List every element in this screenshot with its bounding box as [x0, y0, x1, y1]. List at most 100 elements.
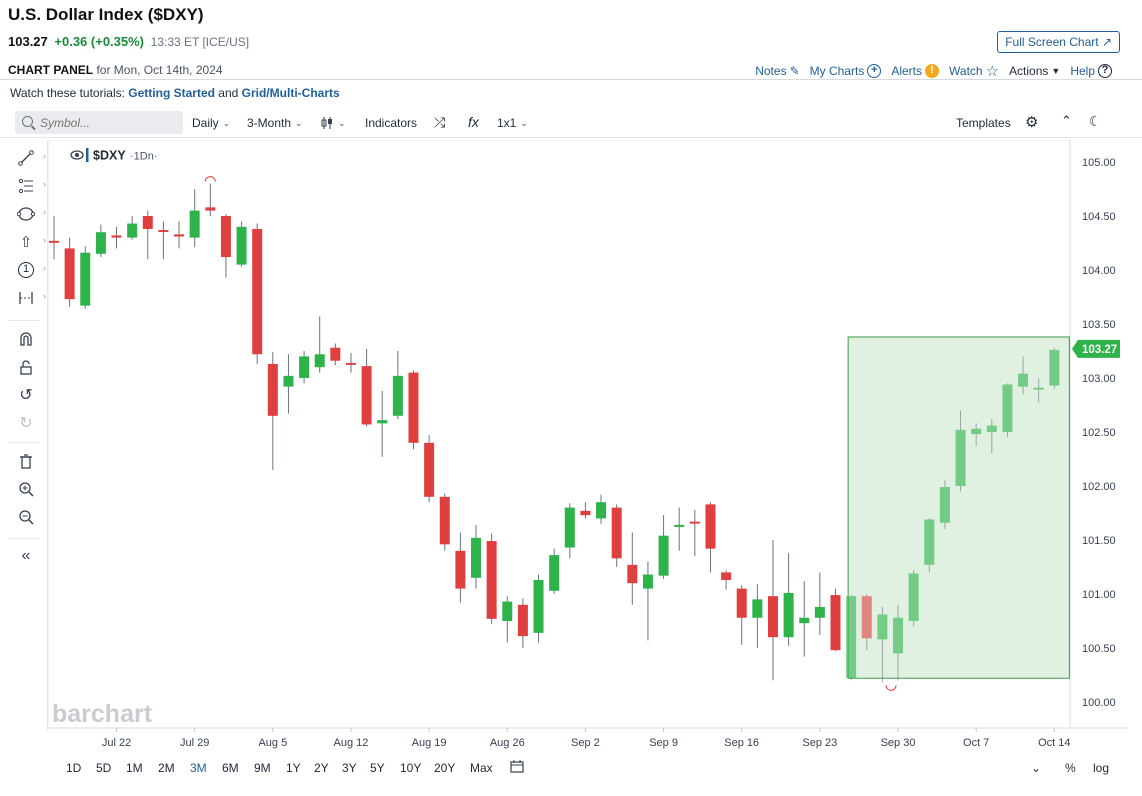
candle[interactable] [814, 572, 825, 636]
measure-tool-icon[interactable]: › [19, 291, 46, 304]
candle[interactable] [642, 561, 653, 641]
series-legend[interactable]: $DXY ·1Dn· [70, 148, 158, 163]
unlock-icon[interactable] [14, 356, 38, 378]
candle[interactable] [267, 352, 278, 470]
candle[interactable] [471, 524, 482, 589]
range-button-3y[interactable]: 3Y [342, 761, 357, 775]
range-button-max[interactable]: Max [470, 761, 493, 775]
candle[interactable] [877, 606, 888, 683]
candle[interactable] [971, 423, 982, 447]
fx-button[interactable]: fx [468, 114, 479, 130]
candle[interactable] [49, 216, 59, 260]
candle[interactable] [439, 493, 450, 551]
indicators-button[interactable]: Indicators [365, 116, 417, 130]
candle[interactable] [486, 533, 497, 625]
collapse-up-icon[interactable]: ⌃ [1061, 113, 1072, 128]
candle[interactable] [908, 570, 919, 627]
candle[interactable] [174, 221, 185, 249]
candle[interactable] [95, 224, 106, 258]
candle[interactable] [783, 552, 794, 646]
candle[interactable] [189, 189, 200, 248]
candle[interactable] [846, 595, 857, 681]
candle[interactable] [533, 574, 544, 643]
shapes-tool-icon[interactable]: › [14, 203, 46, 225]
candle[interactable] [64, 237, 75, 307]
trendline-tool-icon[interactable]: › [14, 147, 46, 169]
my-charts-link[interactable]: My Charts + [810, 64, 882, 78]
candle[interactable] [158, 221, 169, 260]
candle[interactable] [767, 540, 778, 681]
candle[interactable] [721, 570, 732, 590]
settings-gear-icon[interactable]: ⚙ [1025, 114, 1039, 131]
collapse-sidebar-icon[interactable]: « [21, 547, 31, 564]
fibonacci-tool-icon[interactable]: › [14, 175, 46, 197]
range-button-1y[interactable]: 1Y [286, 761, 301, 775]
candle[interactable] [689, 509, 700, 557]
range-button-2y[interactable]: 2Y [314, 761, 329, 775]
notes-link[interactable]: Notes ✎ [755, 64, 799, 78]
candle[interactable] [564, 503, 575, 559]
candle[interactable] [377, 390, 388, 457]
range-button-5y[interactable]: 5Y [370, 761, 385, 775]
range-button-6m[interactable]: 6M [222, 761, 239, 775]
candle[interactable] [1049, 347, 1060, 389]
candle[interactable] [658, 515, 669, 579]
candle[interactable] [314, 316, 325, 373]
log-scale-button[interactable]: log [1093, 761, 1110, 775]
candle[interactable] [861, 594, 872, 651]
numbered-marker-tool-icon[interactable]: 1 › [14, 259, 46, 281]
actions-menu[interactable]: Actions ▼ [1009, 64, 1060, 78]
candle[interactable] [299, 351, 310, 384]
candle[interactable] [611, 504, 622, 567]
candle[interactable] [549, 548, 560, 594]
eye-icon[interactable] [70, 150, 84, 160]
candle[interactable] [330, 343, 341, 366]
redo-icon[interactable]: ↻ [19, 415, 33, 432]
alerts-link[interactable]: Alerts! [891, 64, 940, 78]
range-button-1m[interactable]: 1M [126, 761, 143, 775]
undo-icon[interactable]: ↺ [19, 387, 33, 404]
arrow-up-tool-icon[interactable]: ⇧ › [19, 234, 46, 251]
getting-started-link[interactable]: Getting Started [128, 86, 215, 100]
candle[interactable] [345, 353, 356, 373]
candle[interactable] [502, 596, 513, 643]
zoom-in-icon[interactable] [14, 478, 38, 500]
range-button-20y[interactable]: 20Y [434, 761, 456, 775]
symbol-search-input[interactable] [15, 111, 183, 134]
candle[interactable] [80, 246, 91, 309]
range-button-9m[interactable]: 9M [254, 761, 271, 775]
candle[interactable] [424, 435, 435, 503]
candle[interactable] [736, 585, 747, 645]
calendar-icon[interactable] [510, 759, 524, 776]
candle[interactable] [1018, 356, 1029, 395]
candle[interactable] [236, 221, 247, 267]
zoom-out-icon[interactable] [14, 506, 38, 528]
period-dropdown[interactable]: Daily ⌄ [192, 116, 230, 130]
double-chevron-down-icon[interactable]: ⌄ [1031, 761, 1042, 775]
candle[interactable] [142, 210, 153, 260]
full-screen-chart-button[interactable]: Full Screen Chart ↗ [997, 31, 1120, 53]
range-button-1d[interactable]: 1D [66, 761, 82, 775]
range-button-2m[interactable]: 2M [158, 761, 175, 775]
range-dropdown[interactable]: 3-Month ⌄ [247, 116, 303, 130]
range-button-3m[interactable]: 3M [190, 761, 207, 775]
candle[interactable] [580, 502, 591, 519]
templates-button[interactable]: Templates [956, 116, 1011, 130]
candle[interactable] [455, 532, 466, 603]
candle[interactable] [799, 581, 810, 657]
candle[interactable] [705, 502, 716, 573]
candle[interactable] [127, 216, 138, 240]
candle[interactable] [674, 507, 685, 551]
candle[interactable] [627, 532, 638, 605]
candle[interactable] [220, 213, 231, 278]
candle[interactable] [205, 183, 216, 216]
magnet-icon[interactable] [14, 328, 38, 350]
candle[interactable] [939, 480, 950, 530]
candle[interactable] [1002, 383, 1013, 438]
dark-mode-moon-icon[interactable]: ☾ [1089, 113, 1102, 129]
candle[interactable] [752, 584, 763, 648]
candle[interactable] [596, 494, 607, 524]
price-chart[interactable]: 105.00 104.50 104.00 103.50 103.00 102.50 102.… [48, 140, 1128, 752]
compare-shuffle-icon[interactable]: ⤮ [434, 114, 446, 130]
layout-dropdown[interactable]: 1x1 ⌄ [497, 116, 528, 130]
